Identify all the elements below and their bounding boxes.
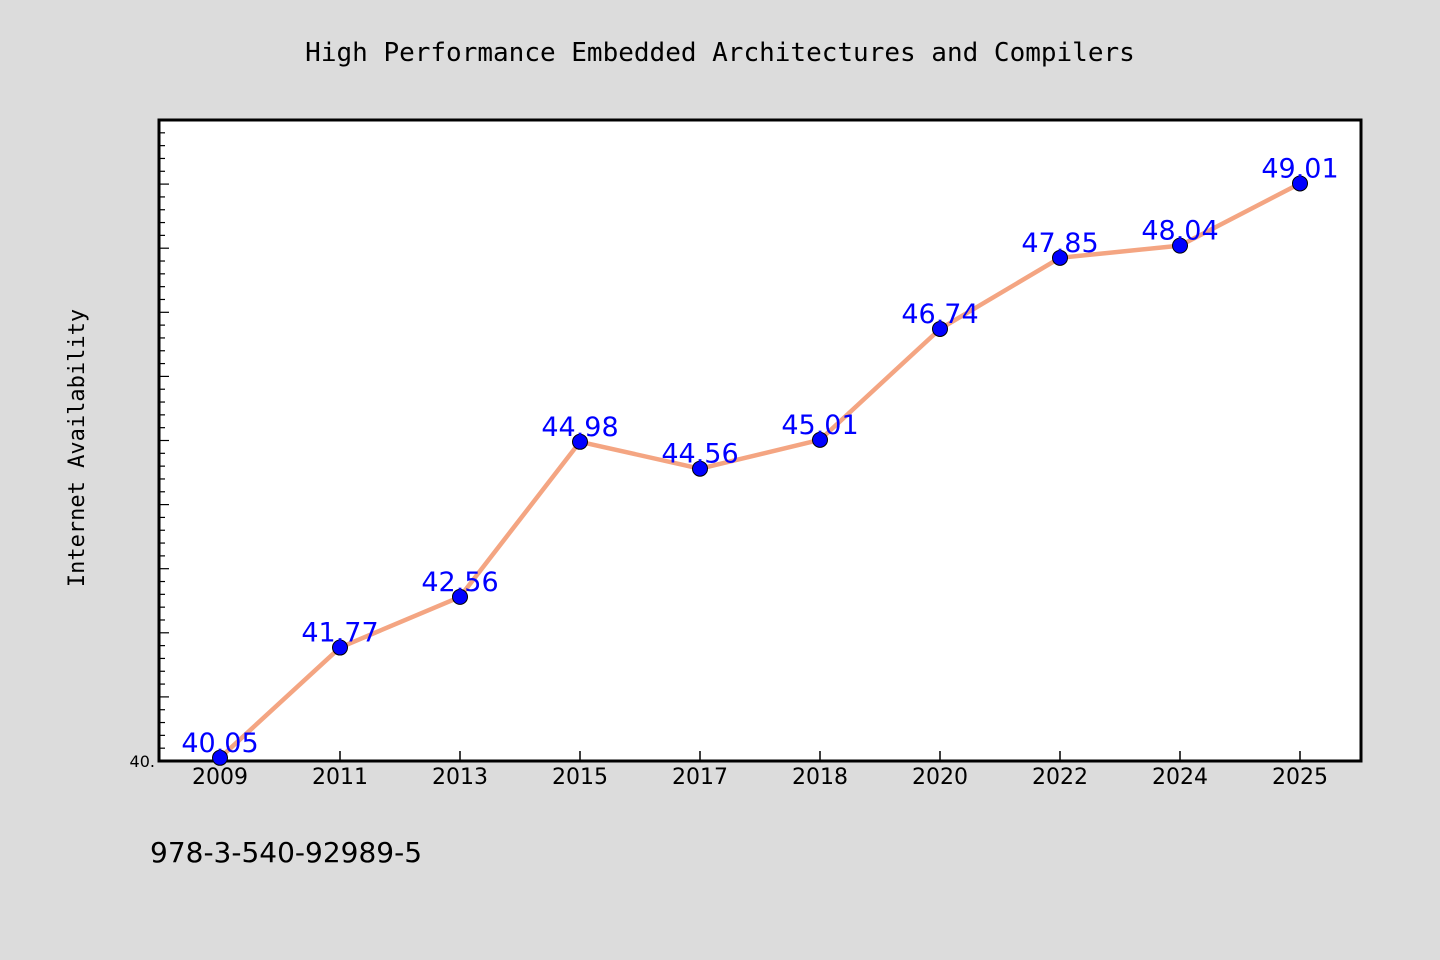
x-tick-label: 2015 [552, 765, 608, 790]
data-point [572, 433, 588, 450]
y-axis-ticks [159, 119, 169, 762]
x-tick-label: 2011 [312, 765, 368, 790]
data-point [812, 431, 828, 448]
data-label: 40.05 [181, 728, 258, 759]
data-label: 49.01 [1261, 153, 1338, 184]
data-point [1292, 175, 1308, 192]
data-point [1172, 237, 1188, 254]
data-labels: 40.05 41.77 42.56 44.98 44.56 45.01 46.74 47.85… [181, 153, 1338, 758]
data-label: 47.85 [1021, 228, 1098, 259]
x-tick-label: 2009 [192, 765, 248, 790]
x-tick-label: 2024 [1152, 765, 1208, 790]
x-tick-label: 2022 [1032, 765, 1088, 790]
data-label: 42.56 [421, 567, 498, 598]
chart-title: High Performance Embedded Architectures … [305, 38, 1135, 68]
data-point [212, 749, 228, 766]
x-tick-label: 2013 [432, 765, 488, 790]
footer-isbn: 978-3-540-92989-5 [150, 836, 422, 869]
data-label: 44.56 [661, 439, 738, 470]
data-label: 41.77 [301, 618, 378, 649]
x-tick-label: 2025 [1272, 765, 1328, 790]
y-tick-label: 40. [130, 752, 155, 771]
x-axis-ticks: 2009 2011 2013 2015 2017 2018 2020 2022 2024 2025 [192, 751, 1328, 790]
y-axis-label: Internet Availability [65, 309, 90, 587]
plot-area [157, 118, 1363, 763]
x-tick-label: 2018 [792, 765, 848, 790]
data-point [692, 460, 708, 477]
y-axis-tick-labels: 40. [130, 752, 155, 771]
data-label: 44.98 [541, 412, 618, 443]
data-label: 45.01 [781, 410, 858, 441]
series-line [217, 181, 1303, 761]
x-tick-label: 2017 [672, 765, 728, 790]
x-tick-label: 2020 [912, 765, 968, 790]
data-label: 48.04 [1141, 216, 1218, 247]
data-point [452, 588, 468, 605]
data-point [1052, 249, 1068, 266]
data-point [332, 639, 348, 656]
data-point [932, 320, 948, 337]
data-label: 46.74 [901, 299, 978, 330]
data-markers [212, 175, 1308, 766]
